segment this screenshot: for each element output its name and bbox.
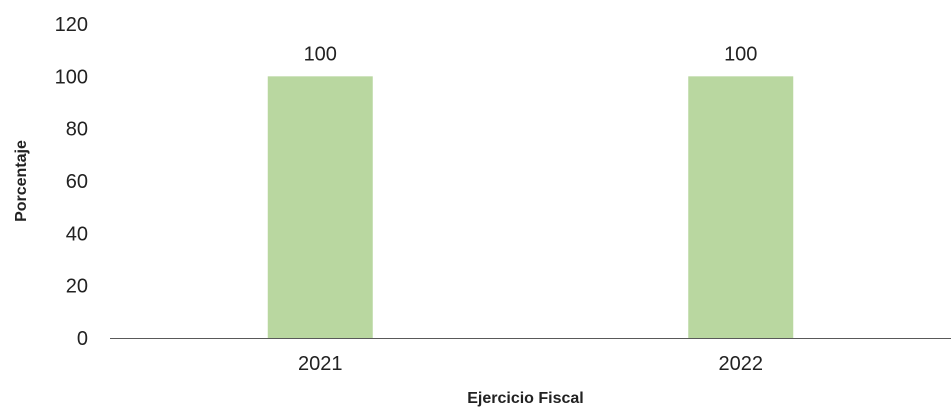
x-axis-ticks: 2021 2022 (298, 353, 763, 375)
y-axis-title: Porcentaje (13, 140, 30, 222)
x-tick-label: 2022 (719, 353, 764, 375)
y-tick-label: 60 (66, 171, 88, 193)
bar (688, 76, 794, 338)
bar-data-label: 100 (304, 43, 337, 65)
x-axis-title: Ejercicio Fiscal (467, 390, 584, 407)
y-tick-label: 100 (55, 66, 88, 88)
bars (267, 76, 794, 338)
y-tick-label: 40 (66, 223, 88, 245)
y-axis-ticks: 0 20 40 60 80 100 120 (55, 14, 88, 350)
y-tick-label: 20 (66, 276, 88, 298)
y-tick-label: 120 (55, 14, 88, 36)
y-tick-label: 0 (77, 328, 88, 350)
y-tick-label: 80 (66, 119, 88, 141)
bar (267, 76, 373, 338)
data-labels: 100 100 (304, 43, 758, 65)
x-tick-label: 2021 (298, 353, 343, 375)
bar-data-label: 100 (724, 43, 757, 65)
